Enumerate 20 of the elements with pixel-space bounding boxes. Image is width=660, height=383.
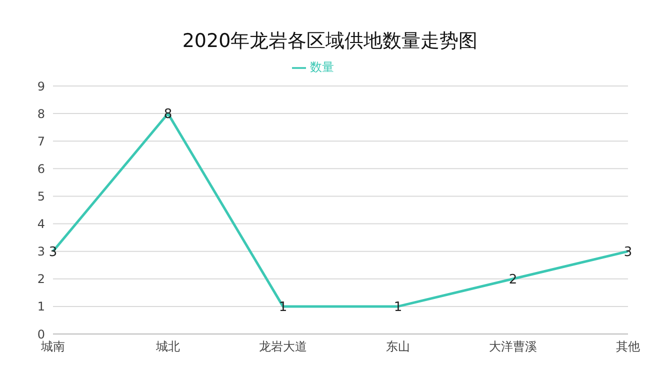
- legend-label: 数量: [310, 60, 334, 74]
- x-tick-label: 城北: [155, 340, 180, 354]
- y-tick-label: 8: [37, 106, 45, 121]
- y-tick-label: 1: [37, 300, 45, 314]
- x-tick-label: 其他: [616, 340, 640, 354]
- y-tick-label: 4: [37, 217, 45, 232]
- x-tick-label: 龙岩大道: [259, 340, 307, 354]
- y-tick-label: 6: [37, 162, 45, 176]
- data-label: 3: [48, 244, 58, 260]
- y-tick-label: 5: [37, 189, 45, 204]
- y-tick-label: 3: [37, 244, 45, 259]
- y-tick-label: 0: [37, 327, 45, 342]
- data-label: 3: [624, 244, 632, 260]
- x-tick-label: 东山: [386, 340, 410, 354]
- y-tick-label: 7: [37, 134, 45, 148]
- y-tick-label: 9: [37, 79, 45, 94]
- x-tick-label: 城南: [40, 340, 65, 354]
- chart-title: 2020年龙岩各区域供地数量走势图: [181, 29, 479, 54]
- y-tick-label: 2: [37, 272, 45, 286]
- x-tick-label: 大洋曹溪: [489, 340, 537, 354]
